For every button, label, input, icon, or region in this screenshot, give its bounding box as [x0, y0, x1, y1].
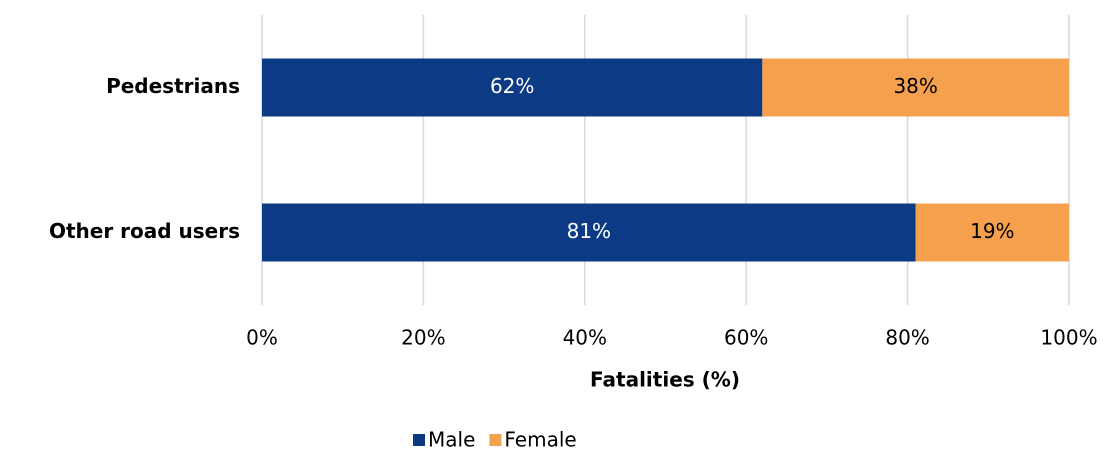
x-tick-label: 40%: [563, 326, 607, 350]
legend-swatch: [489, 434, 502, 446]
data-label: 38%: [893, 74, 937, 98]
y-tick-label: Pedestrians: [106, 74, 240, 98]
x-tick-label: 80%: [885, 326, 929, 350]
bar-segment: [262, 58, 763, 117]
x-tick-label: 0%: [246, 326, 278, 350]
bar-segment: [262, 203, 916, 262]
x-tick-label: 100%: [1040, 326, 1097, 350]
data-label: 19%: [970, 219, 1014, 243]
y-tick-label: Other road users: [49, 219, 240, 243]
x-tick-label: 60%: [724, 326, 768, 350]
legend-label: Male: [428, 428, 475, 452]
legend-label: Female: [504, 428, 576, 452]
bar-segment: [915, 203, 1069, 262]
data-label: 62%: [490, 74, 534, 98]
data-label: 81%: [567, 219, 611, 243]
legend-swatch: [413, 434, 425, 446]
x-tick-label: 20%: [401, 326, 445, 350]
bar-segment: [762, 58, 1069, 117]
x-axis-title: Fatalities (%): [590, 368, 740, 392]
